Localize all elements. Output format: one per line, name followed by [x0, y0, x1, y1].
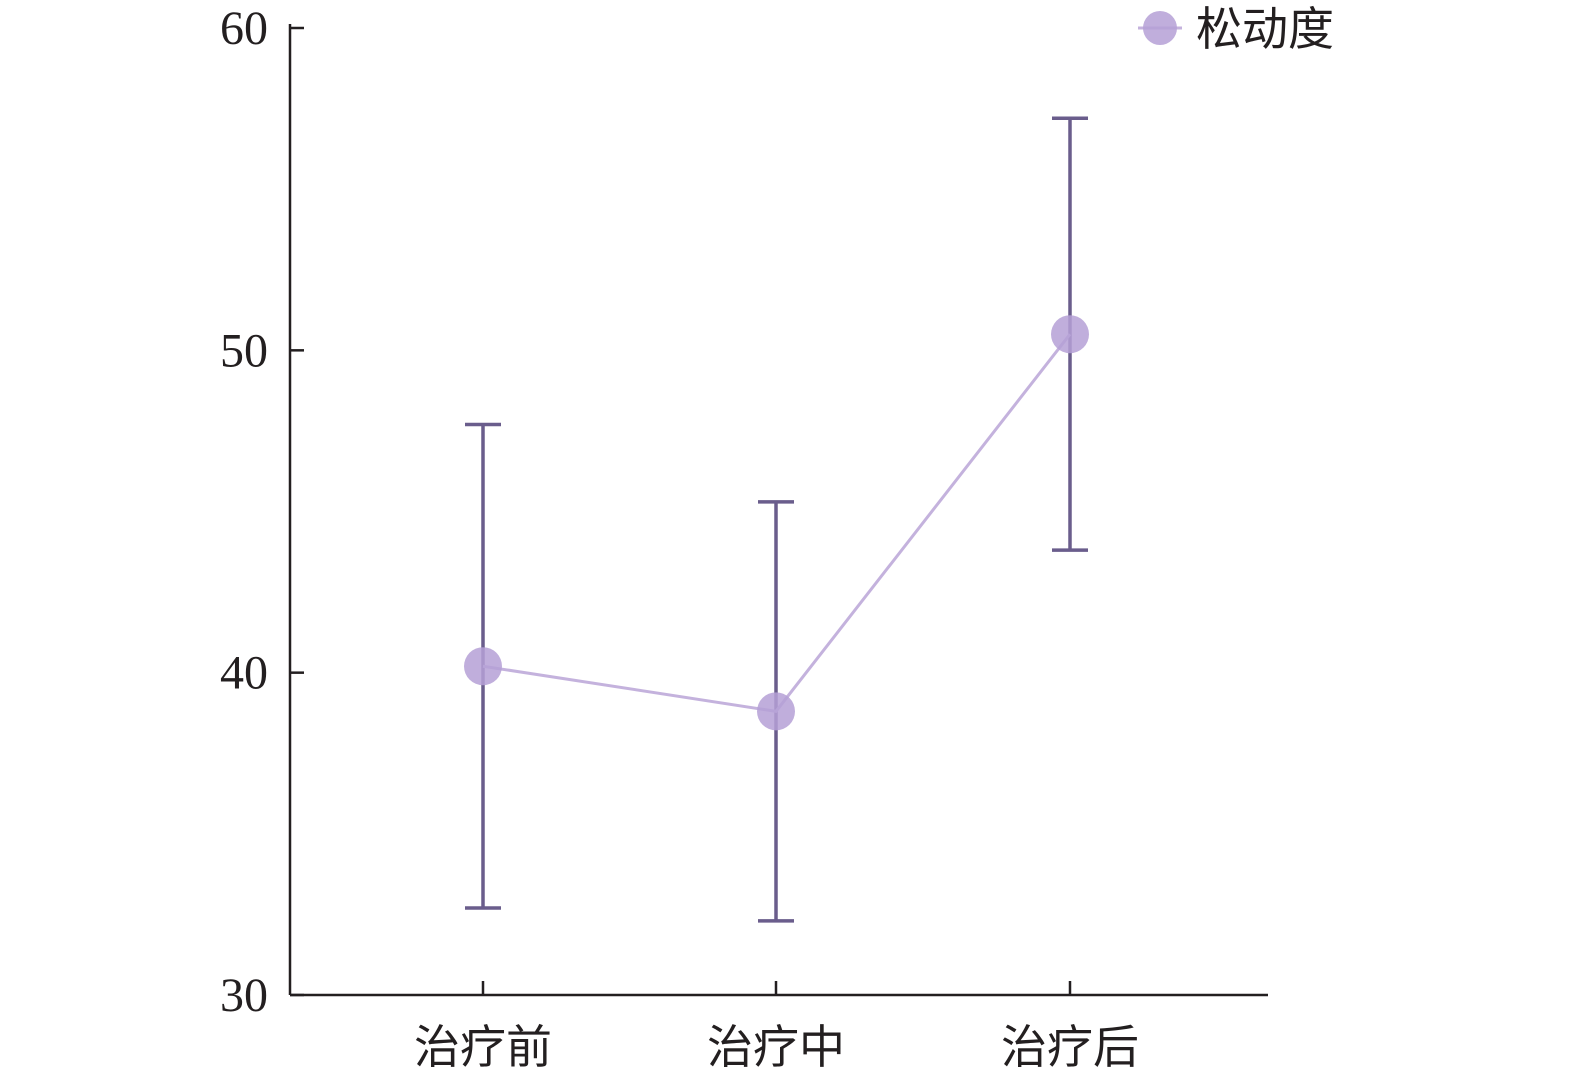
y-tick-label: 30: [220, 969, 268, 1022]
data-points: [464, 315, 1089, 731]
data-point: [464, 647, 502, 686]
legend: 松动度: [1138, 2, 1334, 56]
legend-marker-swatch: [1143, 11, 1177, 45]
x-tick-label: 治疗后: [1001, 1020, 1139, 1074]
y-tick-label: 50: [220, 324, 268, 377]
error-bars: [465, 116, 1088, 923]
data-point: [1051, 315, 1089, 354]
data-point: [757, 692, 795, 731]
axes: [288, 24, 1268, 997]
x-tick-label: 治疗前: [414, 1020, 552, 1074]
y-tick-label: 60: [220, 2, 268, 55]
legend-item: 松动度: [1138, 2, 1334, 56]
axis-ticks: 30 40 50 60 治疗前 治疗中 治疗后: [220, 2, 1139, 1074]
legend-label: 松动度: [1196, 2, 1334, 56]
y-tick-label: 40: [220, 647, 268, 700]
x-tick-label: 治疗中: [707, 1020, 845, 1074]
